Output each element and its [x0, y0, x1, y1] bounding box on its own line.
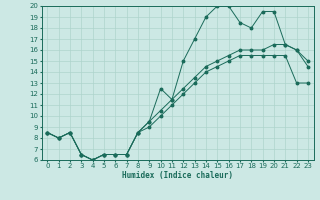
X-axis label: Humidex (Indice chaleur): Humidex (Indice chaleur): [122, 171, 233, 180]
